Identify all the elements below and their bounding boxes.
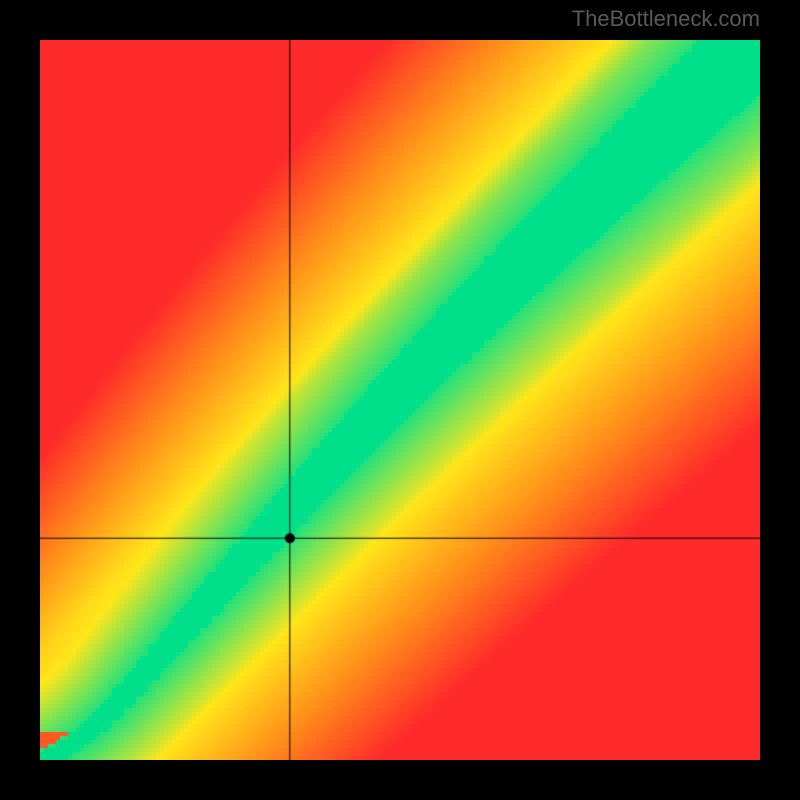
heatmap-canvas [40,40,760,760]
plot-area [40,40,760,760]
chart-container: TheBottleneck.com [0,0,800,800]
watermark-text: TheBottleneck.com [572,6,760,32]
